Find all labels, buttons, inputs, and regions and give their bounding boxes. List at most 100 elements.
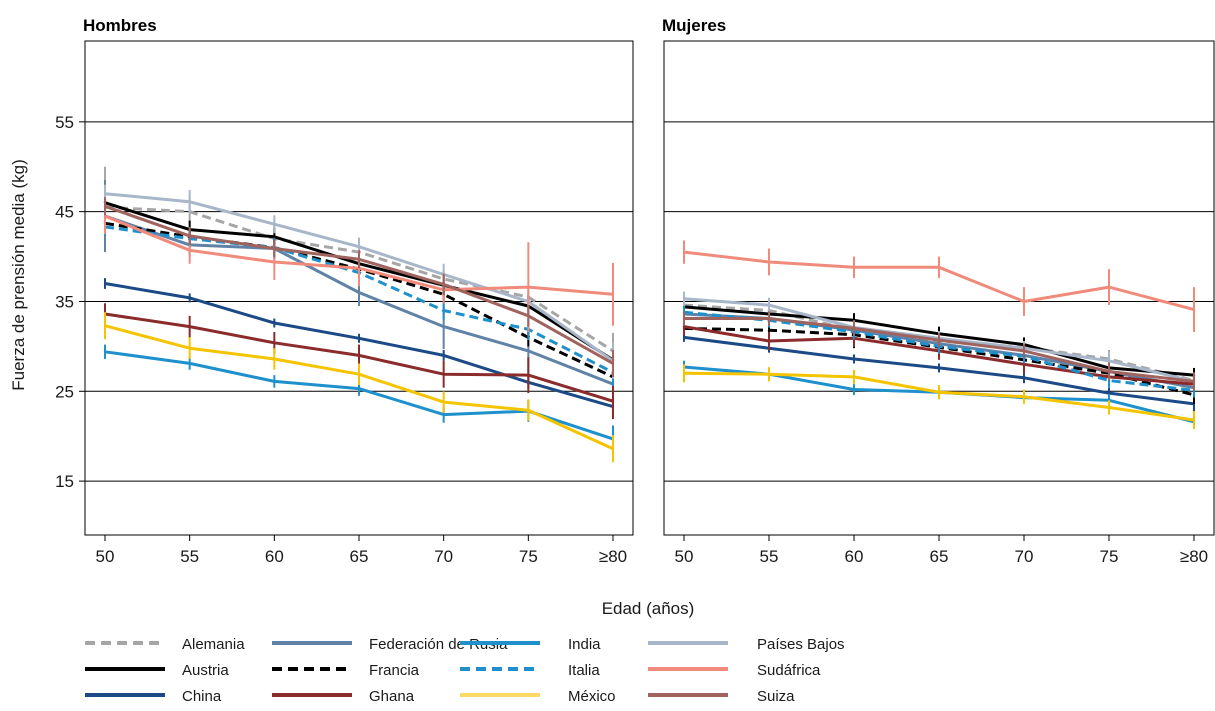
data-point xyxy=(103,214,107,218)
data-point xyxy=(767,373,771,376)
y-tick-label: 45 xyxy=(55,203,74,222)
legend-item: India xyxy=(460,636,601,653)
data-point xyxy=(103,192,107,195)
x-tick-label: 65 xyxy=(350,547,369,566)
legend-label: Suiza xyxy=(757,688,795,705)
legend-label: Sudáfrica xyxy=(757,662,821,679)
data-point xyxy=(442,400,445,404)
series-México xyxy=(682,364,1196,430)
legend-item: Italia xyxy=(460,662,600,679)
y-axis-label: Fuerza de prensión media (kg) xyxy=(9,159,28,391)
legend-label: Alemania xyxy=(182,636,245,653)
data-point xyxy=(527,285,530,289)
data-point xyxy=(852,388,856,391)
legend-item: Ghana xyxy=(272,688,415,705)
data-point xyxy=(937,366,941,370)
x-tick-label: 60 xyxy=(845,547,864,566)
chart-panels: Hombres 15 25 35 45 55 50 55 60 65 70 75 ≥80 Mujeres 5… xyxy=(55,16,1215,566)
data-point xyxy=(357,291,361,294)
legend-label: Austria xyxy=(182,662,229,679)
data-point xyxy=(188,346,191,350)
data-point xyxy=(1022,300,1026,303)
data-point xyxy=(682,317,686,320)
legend-label: Ghana xyxy=(369,688,415,705)
data-point xyxy=(1022,349,1026,353)
data-point xyxy=(273,357,276,361)
data-point xyxy=(188,362,191,365)
data-point xyxy=(442,283,445,286)
data-point xyxy=(937,266,941,269)
data-point xyxy=(1107,285,1111,289)
data-point xyxy=(767,303,771,307)
legend-item: China xyxy=(85,688,222,705)
data-point xyxy=(527,408,530,412)
data-point xyxy=(611,293,615,296)
x-tick-label: 65 xyxy=(930,547,949,566)
data-point xyxy=(273,341,276,344)
x-tick-label: 50 xyxy=(96,547,115,566)
data-point xyxy=(1192,418,1196,422)
data-point xyxy=(103,205,107,208)
data-point xyxy=(103,324,107,327)
chart-legend: Alemania Austria China Federación de Rusia F… xyxy=(85,636,845,705)
data-point xyxy=(273,247,276,250)
data-point xyxy=(442,373,445,376)
data-point xyxy=(273,380,276,383)
x-tick-label: 55 xyxy=(760,547,779,566)
data-point xyxy=(767,339,771,343)
x-tick-label: 70 xyxy=(434,547,453,566)
legend-label: Francia xyxy=(369,662,420,679)
legend-label: México xyxy=(568,688,616,705)
data-point xyxy=(357,258,361,261)
data-point xyxy=(852,266,856,269)
series-Suiza xyxy=(103,197,615,377)
data-point xyxy=(442,354,445,357)
data-point xyxy=(767,329,771,332)
data-point xyxy=(1107,406,1111,409)
panel-1: Mujeres 50 55 60 65 70 75 ≥80 xyxy=(662,16,1215,566)
data-point xyxy=(852,375,856,379)
data-point xyxy=(852,327,856,330)
data-point xyxy=(357,387,361,390)
data-point xyxy=(611,447,615,450)
data-point xyxy=(937,338,941,342)
data-point xyxy=(1022,363,1026,366)
legend-label: Federación de Rusia xyxy=(369,636,508,653)
data-point xyxy=(611,399,615,403)
data-point xyxy=(357,373,361,376)
data-point xyxy=(937,390,941,394)
data-point xyxy=(852,357,856,361)
legend-label: India xyxy=(568,636,601,653)
legend-label: Países Bajos xyxy=(757,636,845,653)
legend-item: Países Bajos xyxy=(648,636,845,653)
x-tick-label: 60 xyxy=(265,547,284,566)
legend-item: México xyxy=(460,688,616,705)
y-tick-label: 55 xyxy=(55,113,74,132)
data-point xyxy=(682,250,686,254)
data-point xyxy=(103,282,107,285)
panel-frame xyxy=(663,40,1215,536)
data-point xyxy=(357,245,361,248)
data-point xyxy=(682,297,686,300)
data-point xyxy=(611,362,615,365)
data-point xyxy=(527,373,530,377)
legend-item: Alemania xyxy=(85,636,245,653)
data-point xyxy=(1192,308,1196,311)
x-tick-label: 75 xyxy=(519,547,538,566)
legend-item: Francia xyxy=(272,662,420,679)
data-point xyxy=(188,325,191,328)
data-point xyxy=(527,314,530,318)
data-point xyxy=(103,350,107,353)
data-point xyxy=(1107,391,1111,395)
data-point xyxy=(273,223,276,226)
data-point xyxy=(682,325,686,328)
data-point xyxy=(273,321,276,325)
data-point xyxy=(1107,359,1111,362)
data-point xyxy=(527,349,530,353)
series-México xyxy=(103,312,615,463)
legend-label: Italia xyxy=(568,662,600,679)
panel-frame xyxy=(84,40,634,536)
data-point xyxy=(442,413,445,416)
y-tick-label: 35 xyxy=(55,292,74,311)
x-tick-label: 50 xyxy=(675,547,694,566)
